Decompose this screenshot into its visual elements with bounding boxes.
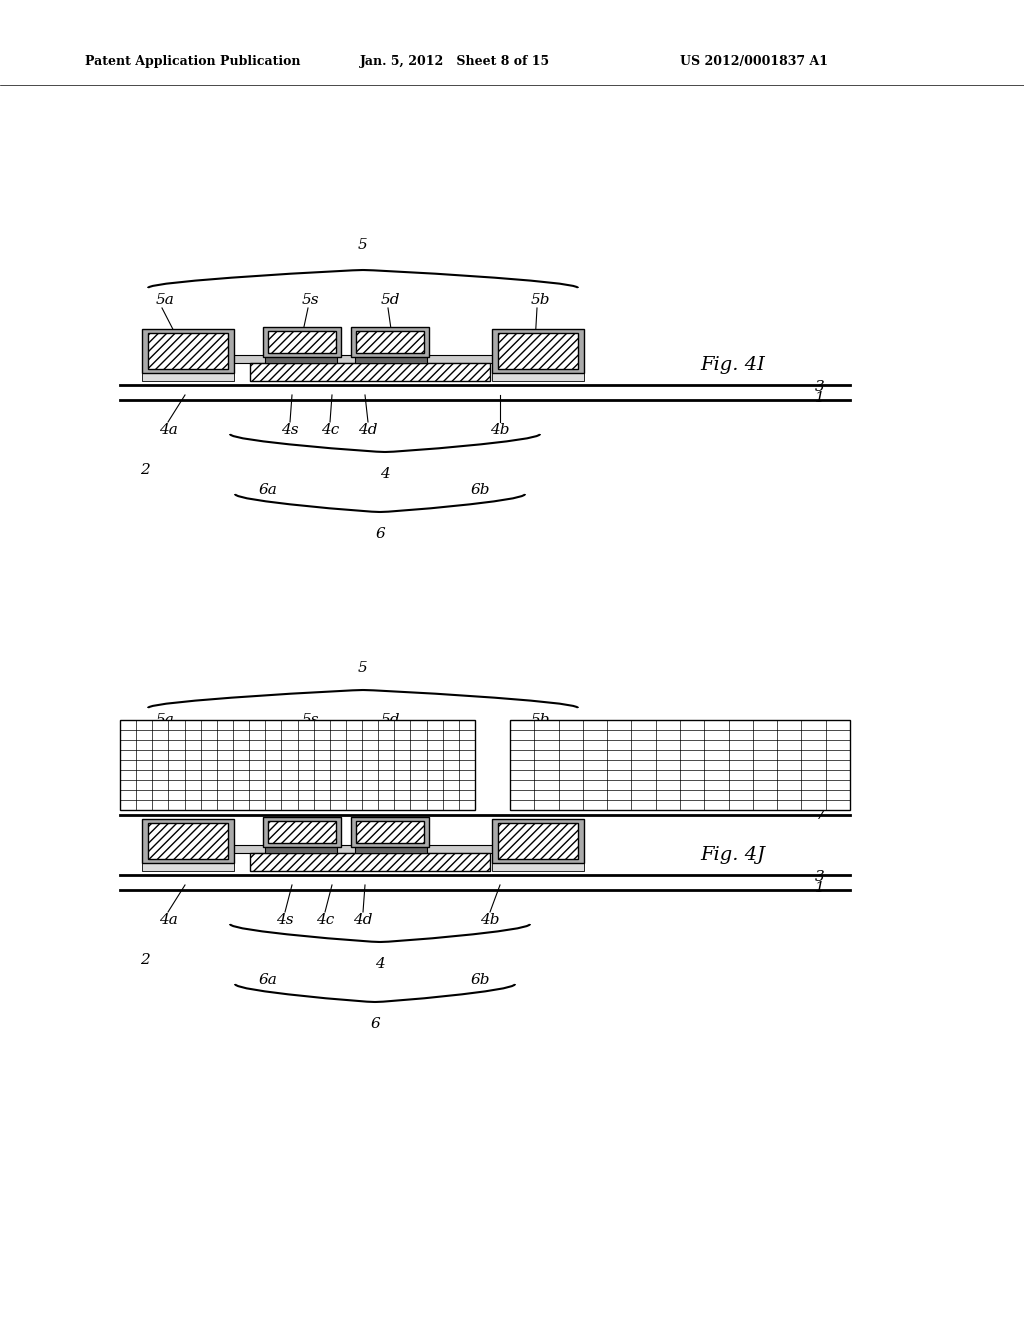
Text: 4a: 4a xyxy=(159,913,177,927)
Bar xyxy=(265,843,337,853)
Text: 1: 1 xyxy=(815,391,825,405)
Bar xyxy=(263,817,341,847)
Bar xyxy=(356,331,424,352)
Text: 3: 3 xyxy=(815,870,825,884)
Bar xyxy=(148,822,228,859)
Text: 4c: 4c xyxy=(321,422,339,437)
Text: 7: 7 xyxy=(815,808,825,822)
Bar xyxy=(148,333,228,370)
Bar xyxy=(200,355,560,363)
Bar xyxy=(250,853,490,871)
Bar xyxy=(255,861,437,871)
Text: 4c: 4c xyxy=(315,913,334,927)
Text: 6a: 6a xyxy=(259,483,278,498)
Text: 4s: 4s xyxy=(282,422,299,437)
Text: 5b: 5b xyxy=(530,713,550,727)
Text: 4d: 4d xyxy=(353,913,373,927)
Text: 6: 6 xyxy=(370,1016,380,1031)
Text: 5: 5 xyxy=(358,661,368,675)
Bar xyxy=(250,363,490,381)
Text: 6b: 6b xyxy=(470,483,489,498)
Bar xyxy=(351,817,429,847)
Text: 5: 5 xyxy=(358,238,368,252)
Bar xyxy=(355,843,427,853)
Text: 1: 1 xyxy=(815,880,825,895)
Text: 5s: 5s xyxy=(301,713,318,727)
Bar xyxy=(142,818,234,863)
Text: 2: 2 xyxy=(140,953,150,968)
Text: Fig. 4J: Fig. 4J xyxy=(700,846,765,865)
Bar xyxy=(510,719,850,810)
Text: 2: 2 xyxy=(140,463,150,477)
Text: Jan. 5, 2012   Sheet 8 of 15: Jan. 5, 2012 Sheet 8 of 15 xyxy=(360,55,550,69)
Text: 5b: 5b xyxy=(530,293,550,308)
Bar xyxy=(255,371,437,381)
Text: 5a: 5a xyxy=(156,293,174,308)
Text: 6: 6 xyxy=(375,527,385,541)
Bar xyxy=(492,367,584,381)
Bar xyxy=(142,857,234,871)
Bar xyxy=(492,857,584,871)
Text: 5s: 5s xyxy=(301,293,318,308)
Text: Patent Application Publication: Patent Application Publication xyxy=(85,55,300,69)
Bar xyxy=(120,719,475,810)
Bar xyxy=(351,327,429,356)
Text: 5a: 5a xyxy=(156,713,174,727)
Text: 6b: 6b xyxy=(470,973,489,987)
Bar xyxy=(263,327,341,356)
Text: 4b: 4b xyxy=(490,422,510,437)
Text: 4a: 4a xyxy=(159,422,177,437)
Text: PR: PR xyxy=(819,758,841,772)
Bar xyxy=(355,352,427,363)
Text: 6a: 6a xyxy=(259,973,278,987)
Text: Fig. 4I: Fig. 4I xyxy=(700,356,765,374)
Bar xyxy=(142,367,234,381)
Text: 4d: 4d xyxy=(358,422,378,437)
Bar xyxy=(265,352,337,363)
Text: 4: 4 xyxy=(380,467,390,480)
Bar xyxy=(492,818,584,863)
Text: 4b: 4b xyxy=(480,913,500,927)
Bar xyxy=(268,821,336,843)
Text: 4s: 4s xyxy=(276,913,294,927)
Text: 5d: 5d xyxy=(380,713,399,727)
Text: 4: 4 xyxy=(375,957,385,972)
Bar xyxy=(356,821,424,843)
Bar xyxy=(498,333,578,370)
Bar xyxy=(200,845,560,853)
Text: 3: 3 xyxy=(815,380,825,393)
Text: US 2012/0001837 A1: US 2012/0001837 A1 xyxy=(680,55,828,69)
Bar xyxy=(268,331,336,352)
Bar xyxy=(492,329,584,374)
Text: 5d: 5d xyxy=(380,293,399,308)
Bar xyxy=(498,822,578,859)
Bar xyxy=(142,329,234,374)
